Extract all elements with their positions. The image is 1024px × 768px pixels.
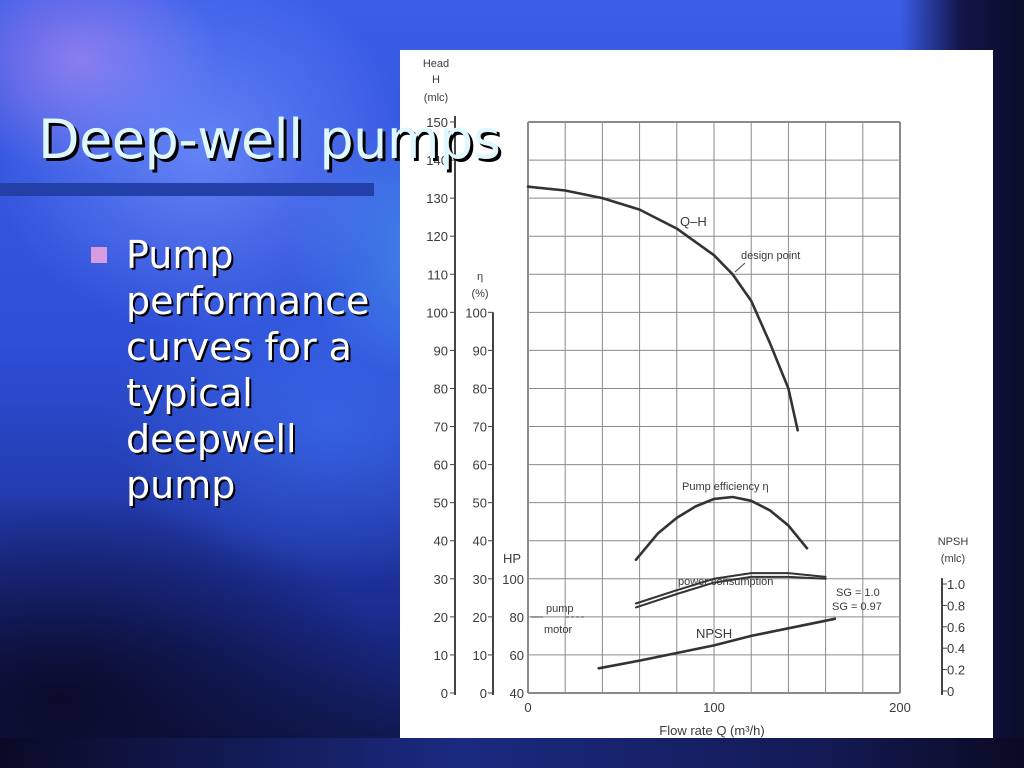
head-axis-tick-label: 60 [434, 458, 448, 473]
npsh-axis-title: NPSH [938, 536, 969, 548]
bullet-text: Pump performance curves for a typical de… [126, 232, 396, 508]
head-axis-title: Head [423, 58, 449, 70]
sg-1-0-label: SG = 1.0 [836, 587, 880, 599]
efficiency-axis-tick-label: 0 [480, 686, 487, 701]
hp-axis-title: HP [503, 551, 521, 566]
x-axis-tick-label: 0 [524, 700, 531, 715]
npsh-axis-tick-label: 1.0 [947, 577, 965, 592]
design-point-label: design point [741, 250, 800, 262]
bullet-line: typical [126, 371, 253, 415]
efficiency-axis-tick-label: 60 [473, 458, 487, 473]
slide-title: Deep-well pumps [38, 108, 501, 171]
npsh-axis-tick-label: 0 [947, 684, 954, 699]
hp-axis-tick-label: 60 [510, 648, 524, 663]
efficiency-axis-tick-label: 80 [473, 381, 487, 396]
bullet-line: Pump [126, 233, 234, 277]
hp-axis-tick-label: 80 [510, 610, 524, 625]
background-shade-bottom [0, 738, 1024, 768]
power-curve-sg-0-97 [634, 575, 827, 609]
npsh-axis-tick-label: 0.2 [947, 663, 965, 678]
efficiency-axis-tick-label: 10 [473, 648, 487, 663]
npsh-curve-label: NPSH [696, 626, 732, 641]
bullet-line: curves for a [126, 325, 352, 369]
npsh-axis-tick-label: 0.4 [947, 641, 965, 656]
efficiency-axis-tick-label: 90 [473, 343, 487, 358]
head-axis-tick-label: 30 [434, 572, 448, 587]
efficiency-label: Pump efficiency η [682, 481, 769, 493]
head-axis-tick-label: 10 [434, 648, 448, 663]
chart-panel [400, 50, 993, 738]
efficiency-axis-tick-label: 50 [473, 496, 487, 511]
power-curve-sg-1-0 [634, 572, 827, 605]
x-axis-title: Flow rate Q (m³/h) [659, 723, 764, 738]
pump-motor-label: motor [544, 624, 572, 636]
bullet-square-icon [91, 247, 107, 263]
head-axis-tick-label: 90 [434, 343, 448, 358]
hp-axis-tick-label: 100 [502, 572, 524, 587]
bullet-line: pump [126, 463, 236, 507]
qh-label: Q–H [680, 214, 707, 229]
efficiency-axis-title: η [477, 271, 483, 283]
head-axis-tick-label: 140 [426, 153, 448, 168]
efficiency-axis-tick-label: 100 [465, 305, 487, 320]
head-axis-tick-label: 70 [434, 420, 448, 435]
head-axis-title: (mlc) [424, 92, 448, 104]
design-point-arrow-icon [734, 262, 746, 273]
head-axis-tick-label: 80 [434, 381, 448, 396]
hp-axis-tick-label: 40 [510, 686, 524, 701]
efficiency-axis-tick-label: 70 [473, 420, 487, 435]
x-axis-tick-label: 200 [889, 700, 911, 715]
efficiency-axis-tick-label: 40 [473, 534, 487, 549]
head-axis-tick-label: 0 [441, 686, 448, 701]
head-axis-title: H [432, 74, 440, 86]
qh-curve [526, 185, 799, 432]
npsh-axis-title: (mlc) [941, 553, 965, 565]
npsh-axis-tick-label: 0.8 [947, 598, 965, 613]
head-axis-tick-label: 110 [427, 267, 448, 282]
bullet-line: performance [126, 279, 370, 323]
title-underline-bar [0, 183, 374, 196]
efficiency-axis-tick-label: 20 [473, 610, 487, 625]
sg-0-97-label: SG = 0.97 [832, 601, 882, 613]
power-consumption-label: power consumption [678, 576, 773, 588]
x-axis-tick-label: 100 [703, 700, 725, 715]
bullet-line: deepwell [126, 417, 297, 461]
efficiency-axis-title: (%) [471, 288, 488, 300]
head-axis-tick-label: 40 [434, 534, 448, 549]
head-axis-tick-label: 20 [434, 610, 448, 625]
head-axis-tick-label: 50 [434, 496, 448, 511]
pump-motor-label: pump [546, 603, 574, 615]
npsh-axis-tick-label: 0.6 [947, 620, 965, 635]
head-axis-tick-label: 120 [426, 229, 448, 244]
npsh-curve [597, 617, 837, 670]
efficiency-curve [634, 495, 809, 562]
head-axis-tick-label: 150 [426, 115, 448, 130]
head-axis-tick-label: 130 [426, 191, 448, 206]
head-axis-tick-label: 100 [426, 305, 448, 320]
efficiency-axis-tick-label: 30 [473, 572, 487, 587]
